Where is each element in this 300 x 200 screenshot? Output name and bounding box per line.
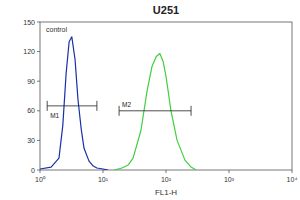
title: U251	[153, 4, 179, 16]
x-tick	[229, 170, 230, 173]
gate-end	[96, 101, 97, 111]
gate-end	[191, 106, 192, 116]
gate-end	[119, 106, 120, 116]
x-tick	[103, 170, 104, 173]
gate-line	[119, 110, 191, 111]
x-tick-label: 10³	[224, 176, 235, 183]
y-tick-label: 150	[23, 19, 35, 26]
gate-end	[47, 101, 48, 111]
gate-label: M2	[122, 101, 131, 108]
y-tick-label: 30	[27, 137, 35, 144]
x-tick	[292, 170, 293, 173]
x-tick	[166, 170, 167, 173]
y-tick-label: 0	[31, 167, 35, 174]
gate-label: M1	[50, 112, 59, 119]
y-tick	[37, 170, 40, 171]
y-tick	[37, 140, 40, 141]
x-tick	[40, 170, 41, 173]
y-tick-label: 120	[23, 48, 35, 55]
x-tick-label: 10⁴	[287, 176, 298, 183]
x-tick-label: 10²	[161, 176, 172, 183]
y-tick	[37, 110, 40, 111]
y-tick-label: 60	[27, 107, 35, 114]
plot-data	[40, 37, 196, 170]
plot-frame	[40, 22, 292, 170]
y-tick-label: 90	[27, 78, 35, 85]
x-tick-label: 10⁰	[35, 176, 46, 183]
histogram-line	[40, 37, 108, 170]
histogram-line	[114, 54, 196, 170]
chart: U251 FL1-H 10⁰ 10¹ 10² 10³ 10⁴ 0 30 60 90 120 150 con…	[0, 0, 300, 200]
gate-line	[47, 105, 97, 106]
series-label: control	[46, 26, 67, 33]
y-tick	[37, 22, 40, 23]
y-tick	[37, 81, 40, 82]
y-tick	[37, 51, 40, 52]
x-label: FL1-H	[155, 188, 177, 197]
x-tick-label: 10¹	[98, 176, 109, 183]
